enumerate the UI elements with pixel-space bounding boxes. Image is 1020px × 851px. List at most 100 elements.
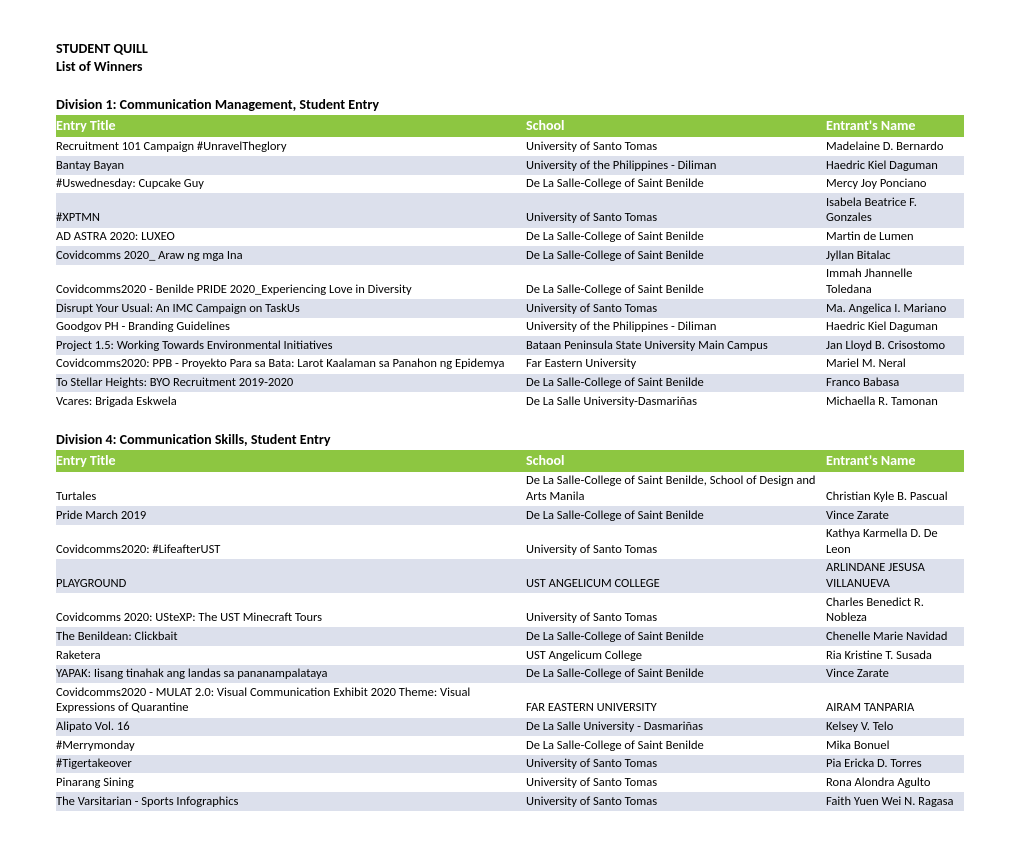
winners-table: Entry TitleSchoolEntrant's Name Recruitme…	[56, 115, 964, 410]
entrant-cell: Mercy Joy Ponciano	[826, 175, 964, 194]
school-cell: De La Salle-College of Saint Benilde	[526, 175, 826, 194]
entry-title-cell: Raketera	[56, 646, 526, 665]
entrant-cell: Ma. Angelica I. Mariano	[826, 299, 964, 318]
table-row: Covidcomms2020: PPB - Proyekto Para sa B…	[56, 355, 964, 374]
entry-title-cell: Covidcomms2020: #LifeafterUST	[56, 525, 526, 559]
table-row: TurtalesDe La Salle-College of Saint Ben…	[56, 472, 964, 506]
table-row: The Varsitarian - Sports InfographicsUni…	[56, 792, 964, 811]
entry-title-cell: Goodgov PH - Branding Guidelines	[56, 318, 526, 337]
entrant-cell: Faith Yuen Wei N. Ragasa	[826, 792, 964, 811]
entry-title-cell: Vcares: Brigada Eskwela	[56, 392, 526, 411]
school-cell: University of Santo Tomas	[526, 299, 826, 318]
section-title: Division 4: Communication Skills, Studen…	[56, 431, 964, 448]
table-row: Covidcomms2020 - Benilde PRIDE 2020_Expe…	[56, 265, 964, 299]
school-cell: University of Santo Tomas	[526, 525, 826, 559]
entry-title-cell: Disrupt Your Usual: An IMC Campaign on T…	[56, 299, 526, 318]
school-cell: De La Salle University-Dasmariñas	[526, 392, 826, 411]
table-row: Project 1.5: Working Towards Environment…	[56, 336, 964, 355]
column-header-col3: Entrant's Name	[826, 115, 964, 137]
school-cell: University of the Philippines - Diliman	[526, 318, 826, 337]
table-row: Goodgov PH - Branding GuidelinesUniversi…	[56, 318, 964, 337]
table-row: PLAYGROUNDUST ANGELICUM COLLEGEARLINDANE…	[56, 559, 964, 593]
entry-title-cell: Pinarang Sining	[56, 773, 526, 792]
school-cell: University of Santo Tomas	[526, 137, 826, 156]
entrant-cell: Mariel M. Neral	[826, 355, 964, 374]
entrant-cell: Ria Kristine T. Susada	[826, 646, 964, 665]
entrant-cell: Haedric Kiel Daguman	[826, 156, 964, 175]
entry-title-cell: To Stellar Heights: BYO Recruitment 2019…	[56, 374, 526, 393]
school-cell: University of Santo Tomas	[526, 773, 826, 792]
entry-title-cell: Covidcomms 2020: USteXP: The UST Minecra…	[56, 593, 526, 627]
entry-title-cell: The Benildean: Clickbait	[56, 627, 526, 646]
winners-table: Entry TitleSchoolEntrant's NameTurtalesD…	[56, 450, 964, 811]
table-row: Vcares: Brigada EskwelaDe La Salle Unive…	[56, 392, 964, 411]
school-cell: Bataan Peninsula State University Main C…	[526, 336, 826, 355]
entry-title-cell: Covidcomms2020: PPB - Proyekto Para sa B…	[56, 355, 526, 374]
entrant-cell: Kathya Karmella D. De Leon	[826, 525, 964, 559]
entrant-cell: Chenelle Marie Navidad	[826, 627, 964, 646]
table-row: To Stellar Heights: BYO Recruitment 2019…	[56, 374, 964, 393]
entrant-cell: Martin de Lumen	[826, 228, 964, 247]
entrant-cell: Michaella R. Tamonan	[826, 392, 964, 411]
entrant-cell: Rona Alondra Agulto	[826, 773, 964, 792]
entry-title-cell: Recruitment 101 Campaign #UnravelTheglor…	[56, 137, 526, 156]
school-cell: UST ANGELICUM COLLEGE	[526, 559, 826, 593]
entrant-cell: Franco Babasa	[826, 374, 964, 393]
entry-title-cell: Pride March 2019	[56, 506, 526, 525]
entry-title-cell: PLAYGROUND	[56, 559, 526, 593]
entrant-cell: Immah Jhannelle Toledana	[826, 265, 964, 299]
entry-title-cell: Alipato Vol. 16	[56, 718, 526, 737]
entry-title-cell: #XPTMN	[56, 193, 526, 227]
school-cell: University of Santo Tomas	[526, 593, 826, 627]
school-cell: De La Salle-College of Saint Benilde	[526, 627, 826, 646]
table-row: Alipato Vol. 16De La Salle University - …	[56, 718, 964, 737]
table-row: #XPTMNUniversity of Santo TomasIsabela B…	[56, 193, 964, 227]
entry-title-cell: Covidcomms 2020_ Araw ng mga Ina	[56, 246, 526, 265]
column-header-col2: School	[526, 115, 826, 137]
table-row: Disrupt Your Usual: An IMC Campaign on T…	[56, 299, 964, 318]
entrant-cell: Kelsey V. Telo	[826, 718, 964, 737]
table-row: Covidcomms 2020: USteXP: The UST Minecra…	[56, 593, 964, 627]
school-cell: Far Eastern University	[526, 355, 826, 374]
doc-title-line2: List of Winners	[56, 58, 964, 76]
school-cell: De La Salle-College of Saint Benilde	[526, 506, 826, 525]
table-row: Pride March 2019De La Salle-College of S…	[56, 506, 964, 525]
entry-title-cell: AD ASTRA 2020: LUXEO	[56, 228, 526, 247]
column-header-col2: School	[526, 450, 826, 472]
school-cell: UST Angelicum College	[526, 646, 826, 665]
table-row: The Benildean: ClickbaitDe La Salle-Coll…	[56, 627, 964, 646]
section-title: Division 1: Communication Management, St…	[56, 96, 964, 113]
entrant-cell: Pia Ericka D. Torres	[826, 755, 964, 774]
entry-title-cell: Project 1.5: Working Towards Environment…	[56, 336, 526, 355]
school-cell: De La Salle-College of Saint Benilde	[526, 374, 826, 393]
entrant-cell: Vince Zarate	[826, 506, 964, 525]
school-cell: De La Salle-College of Saint Benilde	[526, 246, 826, 265]
entry-title-cell: #Uswednesday: Cupcake Guy	[56, 175, 526, 194]
table-row: Pinarang SiningUniversity of Santo Tomas…	[56, 773, 964, 792]
table-row: Bantay BayanUniversity of the Philippine…	[56, 156, 964, 175]
table-row: RaketeraUST Angelicum CollegeRia Kristin…	[56, 646, 964, 665]
column-header-col3: Entrant's Name	[826, 450, 964, 472]
table-row: Covidcomms2020 - MULAT 2.0: Visual Commu…	[56, 683, 964, 717]
entry-title-cell: Turtales	[56, 472, 526, 506]
table-row: #Uswednesday: Cupcake GuyDe La Salle-Col…	[56, 175, 964, 194]
column-header-col1: Entry Title	[56, 115, 526, 137]
table-row: Recruitment 101 Campaign #UnravelTheglor…	[56, 137, 964, 156]
school-cell: De La Salle-College of Saint Benilde	[526, 736, 826, 755]
entrant-cell: Jyllan Bitalac	[826, 246, 964, 265]
sections-container: Division 1: Communication Management, St…	[56, 96, 964, 810]
entry-title-cell: YAPAK: Iisang tinahak ang landas sa pana…	[56, 665, 526, 684]
entry-title-cell: #Tigertakeover	[56, 755, 526, 774]
entry-title-cell: The Varsitarian - Sports Infographics	[56, 792, 526, 811]
school-cell: University of Santo Tomas	[526, 792, 826, 811]
table-row: Covidcomms 2020_ Araw ng mga InaDe La Sa…	[56, 246, 964, 265]
entrant-cell: ARLINDANE JESUSA VILLANUEVA	[826, 559, 964, 593]
school-cell: FAR EASTERN UNIVERSITY	[526, 683, 826, 717]
table-row: AD ASTRA 2020: LUXEODe La Salle-College …	[56, 228, 964, 247]
school-cell: De La Salle-College of Saint Benilde, Sc…	[526, 472, 826, 506]
school-cell: De La Salle University - Dasmariñas	[526, 718, 826, 737]
entry-title-cell: #Merrymonday	[56, 736, 526, 755]
column-header-col1: Entry Title	[56, 450, 526, 472]
doc-title-line1: STUDENT QUILL	[56, 40, 964, 58]
school-cell: De La Salle-College of Saint Benilde	[526, 265, 826, 299]
